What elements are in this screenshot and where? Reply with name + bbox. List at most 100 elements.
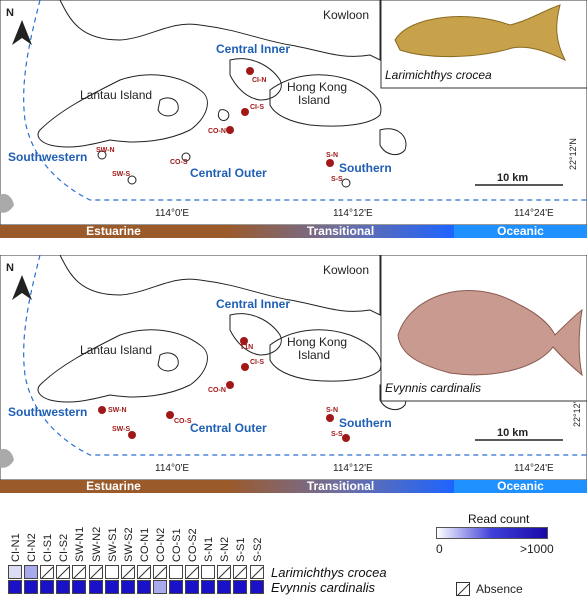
heatmap-cell	[201, 565, 216, 579]
column-label-text: CI-S2	[58, 533, 71, 562]
transitional-segment: Transitional	[227, 480, 454, 493]
scale-label: 10 km	[497, 427, 528, 439]
longitude-label: 114°24'E	[514, 208, 554, 219]
mainland-coastline	[59, 0, 381, 61]
grey-landmass	[0, 449, 14, 468]
heatmap-column-label: S-S1	[233, 512, 248, 562]
absence-legend-swatch	[456, 582, 470, 597]
heatmap-cell	[56, 580, 71, 594]
site-co-n	[226, 126, 234, 134]
column-label-text: S-N1	[203, 536, 216, 562]
site-label: S-S	[331, 176, 343, 183]
column-label-text: CO-S2	[187, 528, 200, 562]
island-outline	[217, 109, 230, 121]
absence-slash-icon	[89, 566, 102, 580]
kowloon-peninsula-outline	[229, 58, 282, 101]
site-s-s	[342, 434, 350, 442]
oceanic-segment: Oceanic	[454, 225, 587, 238]
heatmap-cell	[88, 565, 103, 580]
water-boundary-line	[23, 0, 587, 201]
column-label-text: SW-N1	[74, 526, 87, 562]
absence-slash-icon	[456, 583, 470, 597]
heatmap-column-label: CO-S2	[185, 512, 200, 562]
transitional-segment: Transitional	[227, 225, 454, 238]
site-co-n	[226, 381, 234, 389]
yellow-croaker-illustration	[394, 4, 567, 62]
north-arrow-icon	[12, 20, 32, 45]
absence-slash-icon	[250, 566, 263, 580]
heatmap-cell	[249, 580, 264, 594]
heatmap-cell	[217, 580, 232, 594]
heatmap-column-label: SW-S1	[105, 512, 120, 562]
heatmap-cell	[24, 580, 39, 594]
map-larimichthys: N Kowloon Lantau Island Hong Kong Island…	[0, 0, 587, 225]
site-s-n	[326, 159, 334, 167]
heatmap-cell	[152, 565, 167, 580]
site-label: S-N	[326, 152, 338, 159]
site-sw-s	[128, 431, 136, 439]
site-sw-n	[98, 406, 106, 414]
kowloon-peninsula-outline	[229, 313, 282, 356]
heatmap-column-label: SW-S2	[121, 512, 136, 562]
longitude-label: 114°0'E	[155, 208, 189, 219]
salinity-gradient-bar: Estuarine Transitional Oceanic	[0, 225, 587, 238]
column-label-text: CO-N1	[138, 527, 151, 562]
longitude-label: 114°0'E	[155, 463, 189, 474]
grey-landmass	[0, 194, 14, 213]
absence-slash-icon	[153, 566, 167, 580]
heatmap-cell	[88, 580, 103, 594]
heatmap-cell	[72, 565, 87, 580]
kowloon-label: Kowloon	[323, 8, 369, 22]
heatmap-cell	[185, 565, 200, 580]
heatmap-cell	[120, 565, 135, 580]
heatmap-column-label: SW-N1	[72, 512, 87, 562]
site-label: CO-N	[208, 387, 226, 394]
lantau-island-outline	[37, 329, 208, 403]
estuarine-segment: Estuarine	[0, 225, 227, 238]
species-caption: Evynnis cardinalis	[385, 381, 481, 395]
read-count-max: >1000	[520, 542, 554, 556]
absence-slash-icon	[137, 566, 151, 580]
hong-kong-island-outline	[269, 74, 382, 127]
column-label-text: CO-S1	[171, 528, 183, 562]
island-label: Island	[298, 93, 330, 107]
absence-slash-icon	[56, 566, 70, 580]
species-caption: Larimichthys crocea	[385, 68, 492, 82]
north-arrow-icon	[12, 275, 32, 300]
hong-kong-island-outline	[269, 329, 382, 382]
column-label-text: CI-N1	[10, 533, 22, 562]
island-outline	[157, 97, 179, 117]
heatmap-cell	[233, 565, 248, 580]
site-label: SW-S	[112, 426, 130, 433]
site-label: CI-S	[250, 359, 264, 366]
map-panel-evynnis: N Kowloon Lantau Island Hong Kong Island…	[0, 255, 587, 493]
island-outline	[379, 128, 407, 156]
site-label: CI-N	[252, 77, 266, 84]
column-label-text: CI-N2	[26, 533, 39, 562]
column-label-text: CI-S1	[42, 533, 55, 562]
column-label-text: SW-S2	[122, 527, 135, 562]
heatmap-column-label: CI-N1	[8, 512, 23, 562]
map-panel-larimichthys: N Kowloon Lantau Island Hong Kong Island…	[0, 0, 587, 238]
heatmap-cell	[136, 580, 151, 594]
lantau-island-label: Lantau Island	[80, 343, 152, 357]
kowloon-label: Kowloon	[323, 263, 369, 277]
read-count-color-bar	[436, 527, 548, 539]
column-label-text: SW-N2	[90, 526, 103, 562]
central-outer-label: Central Outer	[190, 166, 267, 180]
heatmap-cell	[249, 565, 264, 580]
salinity-gradient-bar: Estuarine Transitional Oceanic	[0, 480, 587, 493]
column-label-text: SW-S1	[106, 527, 119, 562]
island-label: Island	[298, 348, 330, 362]
site-sw-n	[97, 150, 107, 160]
heatmap-cell	[104, 580, 119, 594]
absence-slash-icon	[121, 566, 135, 580]
latitude-label: 22°12'N	[568, 138, 578, 170]
heatmap-column-label: CI-S2	[56, 512, 71, 562]
heatmap-cell	[120, 580, 135, 594]
central-outer-label: Central Outer	[190, 421, 267, 435]
north-label: N	[6, 7, 14, 19]
absence-slash-icon	[185, 566, 199, 580]
heatmap-cell	[40, 580, 55, 594]
heatmap-cell	[136, 565, 151, 580]
